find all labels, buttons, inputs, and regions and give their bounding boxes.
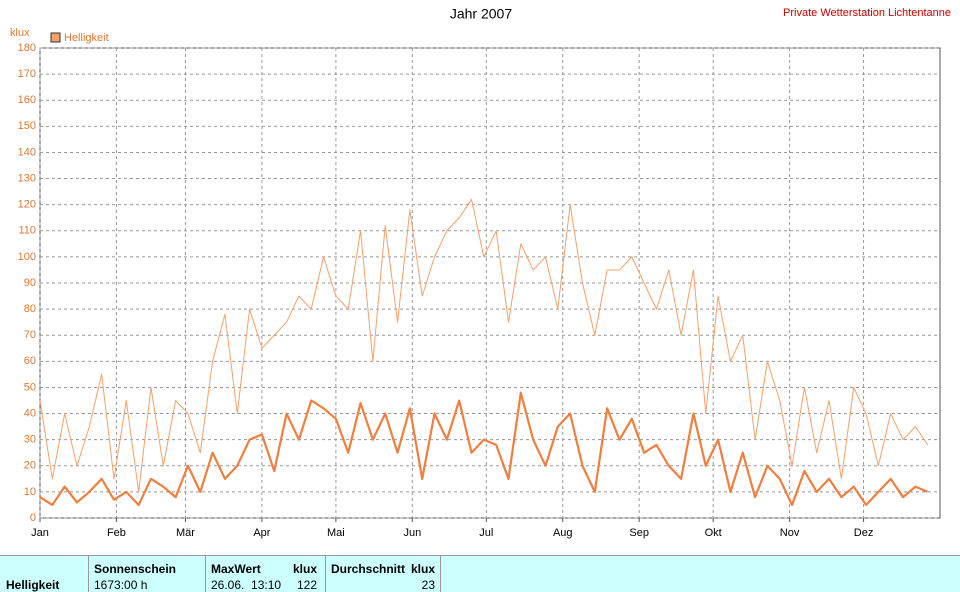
- x-tick-label: Sep: [629, 527, 649, 539]
- y-tick-label: 130: [18, 172, 36, 184]
- separator: [88, 556, 89, 592]
- x-tick-label: Apr: [253, 527, 270, 539]
- y-tick-label: 90: [24, 277, 36, 289]
- header-cell: MaxWert: [211, 562, 261, 576]
- row-label: Helligkeit: [6, 578, 60, 592]
- y-tick-label: 180: [18, 42, 36, 54]
- separator: [440, 556, 441, 592]
- y-tick-label: 60: [24, 355, 36, 367]
- header-cell: klux: [293, 562, 318, 576]
- y-axis-label: klux: [10, 27, 30, 39]
- y-tick-label: 30: [24, 434, 36, 446]
- cell: 23: [421, 578, 435, 592]
- y-tick-label: 110: [18, 225, 36, 237]
- y-tick-label: 100: [18, 251, 36, 263]
- data-line: [39, 198, 929, 493]
- y-tick-label: 120: [18, 199, 36, 211]
- y-tick-label: 150: [18, 120, 36, 132]
- y-tick-label: 160: [18, 94, 36, 106]
- y-tick-label: 140: [18, 146, 36, 158]
- x-tick-label: Mai: [327, 527, 345, 539]
- chart-subtitle: Private Wetterstation Lichtentanne: [783, 7, 951, 19]
- x-tick-label: Jun: [403, 527, 421, 539]
- y-tick-label: 0: [30, 512, 36, 524]
- data-line: [39, 391, 929, 507]
- chart: Jahr 2007 Private Wetterstation Lichtent…: [10, 6, 951, 539]
- header-cell: Durchschnitt: [331, 562, 406, 576]
- separator: [205, 556, 206, 592]
- x-tick-label: Jul: [479, 527, 493, 539]
- y-tick-label: 70: [24, 329, 36, 341]
- header-cell: klux: [411, 562, 436, 576]
- x-tick-label: Dez: [854, 527, 874, 539]
- y-tick-label: 10: [24, 486, 36, 498]
- separator: [325, 556, 326, 592]
- y-tick-label: 50: [24, 381, 36, 393]
- header-cell: Sonnenschein: [94, 562, 177, 576]
- x-tick-label: Jan: [31, 527, 49, 539]
- summary-table: Sonnenschein MaxWert klux Durchschnitt k…: [0, 555, 960, 592]
- x-tick-label: Mär: [176, 527, 195, 539]
- cell: 26.06. 13:10: [211, 578, 282, 592]
- x-tick-label: Aug: [553, 527, 573, 539]
- y-tick-label: 20: [24, 460, 36, 472]
- legend-label: Helligkeit: [64, 32, 109, 44]
- cell: 1673:00 h: [94, 578, 148, 592]
- y-tick-label: 80: [24, 303, 36, 315]
- cell: 122: [296, 578, 317, 592]
- legend-swatch: [50, 32, 61, 43]
- x-tick-label: Okt: [705, 527, 722, 539]
- y-tick-label: 40: [24, 407, 36, 419]
- x-tick-label: Feb: [107, 527, 126, 539]
- y-tick-label: 170: [18, 68, 36, 80]
- x-tick-label: Nov: [780, 527, 800, 539]
- chart-title: Jahr 2007: [450, 6, 512, 22]
